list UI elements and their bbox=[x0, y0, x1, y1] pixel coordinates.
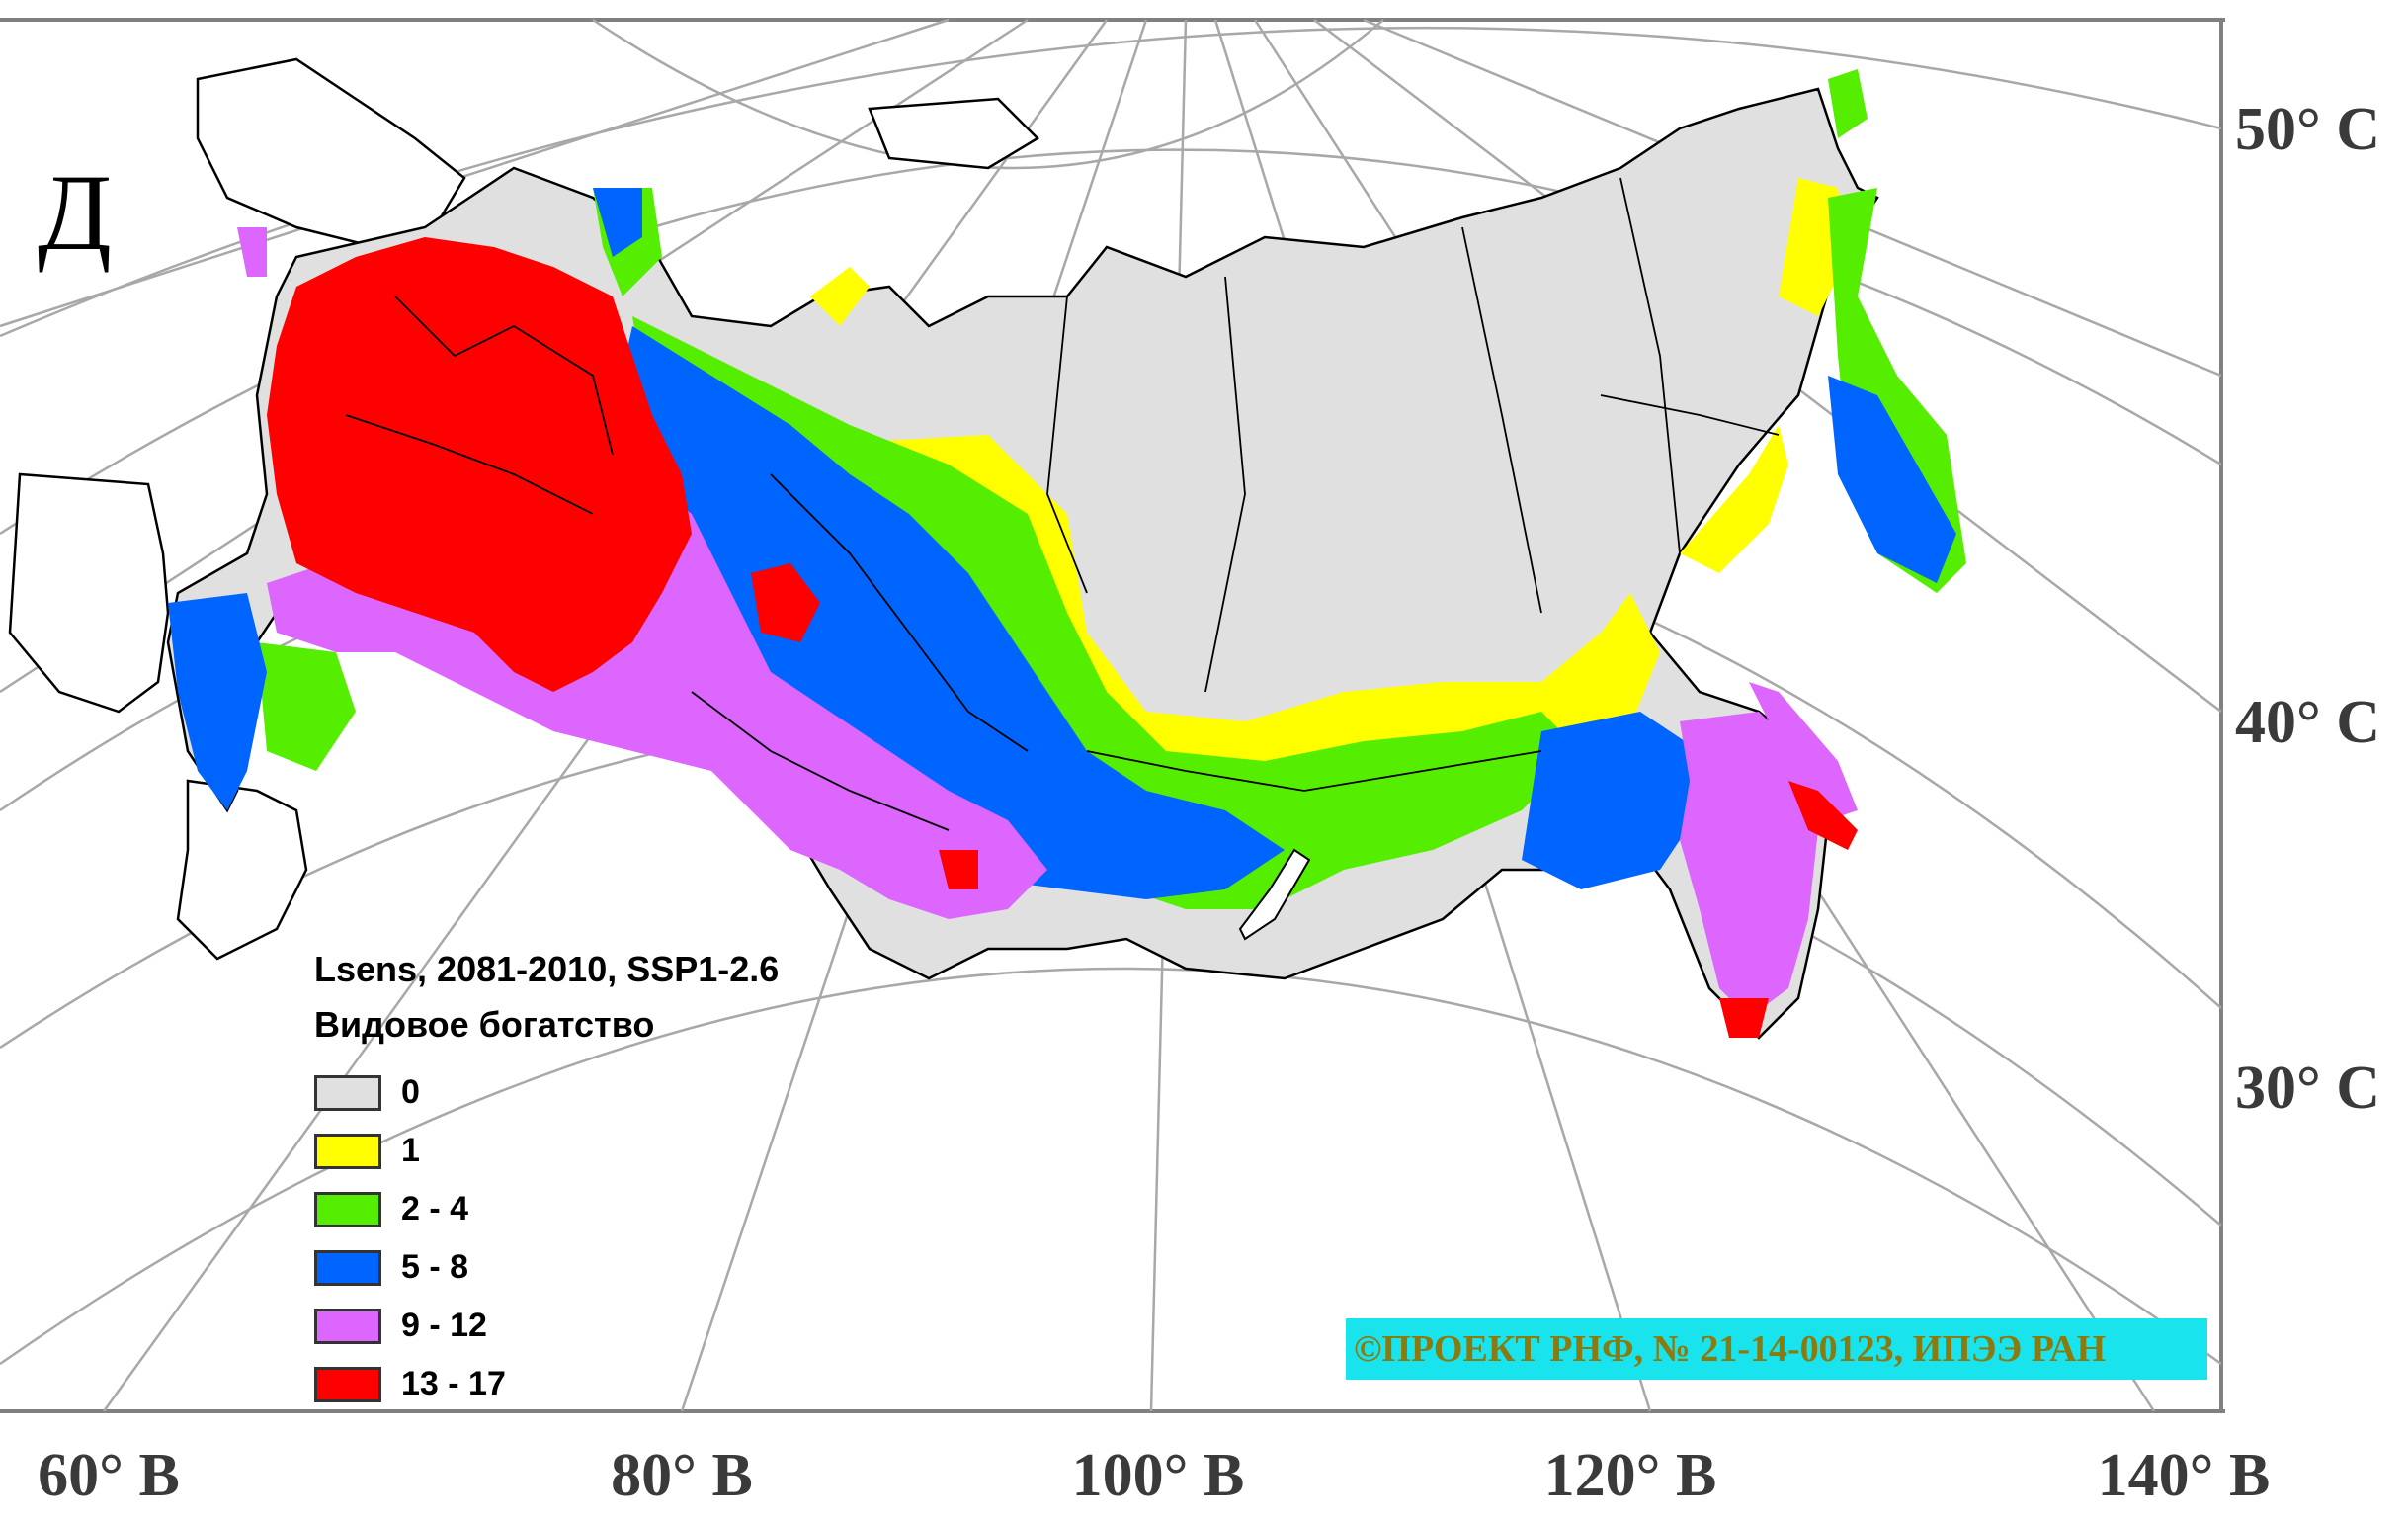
legend: Lsens, 2081-2010, SSP1-2.6 Видовое богат… bbox=[314, 949, 779, 1413]
panel-letter: Д bbox=[38, 152, 113, 273]
legend-label: 0 bbox=[401, 1073, 420, 1111]
longitude-label-60: 60° В bbox=[38, 1442, 180, 1509]
legend-label: 13 - 17 bbox=[401, 1365, 506, 1402]
neighbour-countries bbox=[8, 57, 1040, 961]
latitude-label-50: 50° С bbox=[2235, 96, 2381, 163]
legend-item: 1 bbox=[314, 1122, 779, 1180]
longitude-label-140: 140° В bbox=[2097, 1442, 2271, 1509]
longitude-label-80: 80° В bbox=[611, 1442, 753, 1509]
legend-item: 5 - 8 bbox=[314, 1238, 779, 1297]
legend-item: 9 - 12 bbox=[314, 1297, 779, 1355]
legend-item: 13 - 17 bbox=[314, 1355, 779, 1413]
species-richness-raster bbox=[166, 69, 1966, 1040]
legend-item: 0 bbox=[314, 1063, 779, 1122]
legend-label: 5 - 8 bbox=[401, 1248, 469, 1286]
legend-swatch bbox=[314, 1074, 381, 1111]
region-boundaries bbox=[345, 177, 1780, 831]
legend-label: 1 bbox=[401, 1132, 420, 1169]
legend-item: 2 - 4 bbox=[314, 1180, 779, 1238]
longitude-label-120: 120° В bbox=[1543, 1442, 1717, 1509]
legend-swatch bbox=[314, 1366, 381, 1402]
legend-swatch bbox=[314, 1191, 381, 1227]
map-frame bbox=[0, 18, 2225, 1413]
legend-swatch bbox=[314, 1308, 381, 1344]
credit-banner: ©ПРОЕКТ РНФ, № 21-14-00123, ИПЭЭ РАН bbox=[1346, 1318, 2207, 1380]
legend-label: 9 - 12 bbox=[401, 1307, 487, 1344]
legend-subtitle: Видовое богатство bbox=[314, 1004, 655, 1045]
legend-title: Lsens, 2081-2010, SSP1-2.6 bbox=[314, 949, 780, 989]
legend-label: 2 - 4 bbox=[401, 1190, 469, 1227]
lake-baikal bbox=[1238, 848, 1311, 941]
latitude-label-40: 40° С bbox=[2235, 689, 2381, 756]
latitude-label-30: 30° С bbox=[2235, 1055, 2381, 1122]
legend-swatch bbox=[314, 1249, 381, 1286]
legend-swatch bbox=[314, 1133, 381, 1169]
longitude-label-100: 100° В bbox=[1071, 1442, 1245, 1509]
